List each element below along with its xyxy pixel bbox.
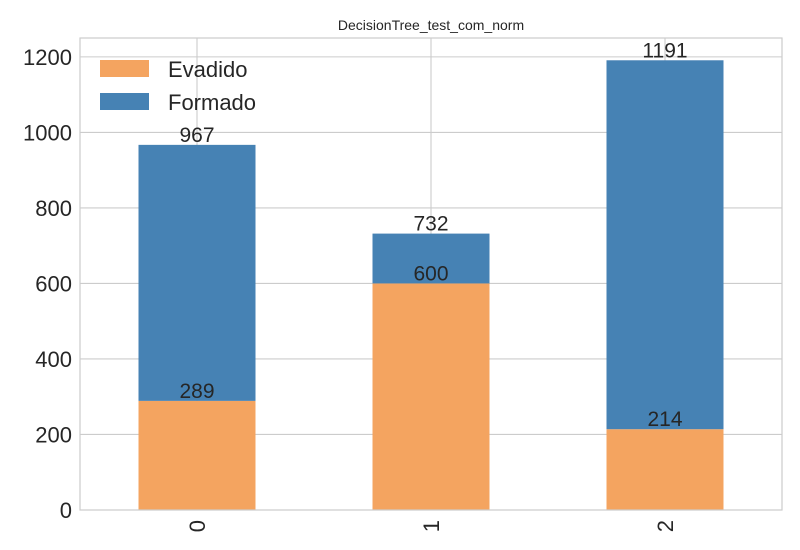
legend-label-evadido: Evadido (168, 57, 248, 82)
data-label-evadido-0: 289 (179, 380, 214, 403)
legend-swatch-evadido (100, 60, 149, 77)
bar-evadido-2 (606, 429, 724, 510)
y-tick-label-1: 200 (35, 422, 72, 447)
data-label-evadido-1: 600 (413, 262, 448, 285)
legend: Evadido Formado (100, 57, 256, 115)
data-labels: 289 600 214 967 732 1191 (179, 39, 687, 431)
bar-evadido-1 (372, 283, 490, 510)
x-tick-label-2: 2 (653, 520, 678, 532)
x-tick-label-1: 1 (419, 520, 444, 532)
y-axis-ticks: 0 200 400 600 800 1000 1200 (23, 45, 72, 523)
data-label-formado-2: 1191 (642, 39, 687, 62)
x-axis-ticks: 0 1 2 (185, 520, 678, 532)
legend-label-formado: Formado (168, 90, 256, 115)
bar-formado-1 (372, 233, 490, 284)
bars (138, 60, 724, 510)
data-label-formado-1: 732 (413, 213, 448, 236)
data-label-formado-0: 967 (179, 124, 214, 147)
bar-formado-0 (138, 144, 256, 401)
y-tick-label-3: 600 (35, 271, 72, 296)
bar-formado-2 (606, 60, 724, 430)
data-label-evadido-2: 214 (647, 408, 682, 431)
y-tick-label-6: 1200 (23, 45, 72, 70)
y-tick-label-5: 1000 (23, 120, 72, 145)
x-tick-label-0: 0 (185, 520, 210, 532)
y-tick-label-0: 0 (60, 498, 72, 523)
y-tick-label-2: 400 (35, 347, 72, 372)
legend-swatch-formado (100, 93, 149, 110)
bar-evadido-0 (138, 400, 256, 510)
chart-title: DecisionTree_test_com_norm (338, 17, 524, 33)
y-tick-label-4: 800 (35, 196, 72, 221)
plot-frame (79, 37, 783, 511)
